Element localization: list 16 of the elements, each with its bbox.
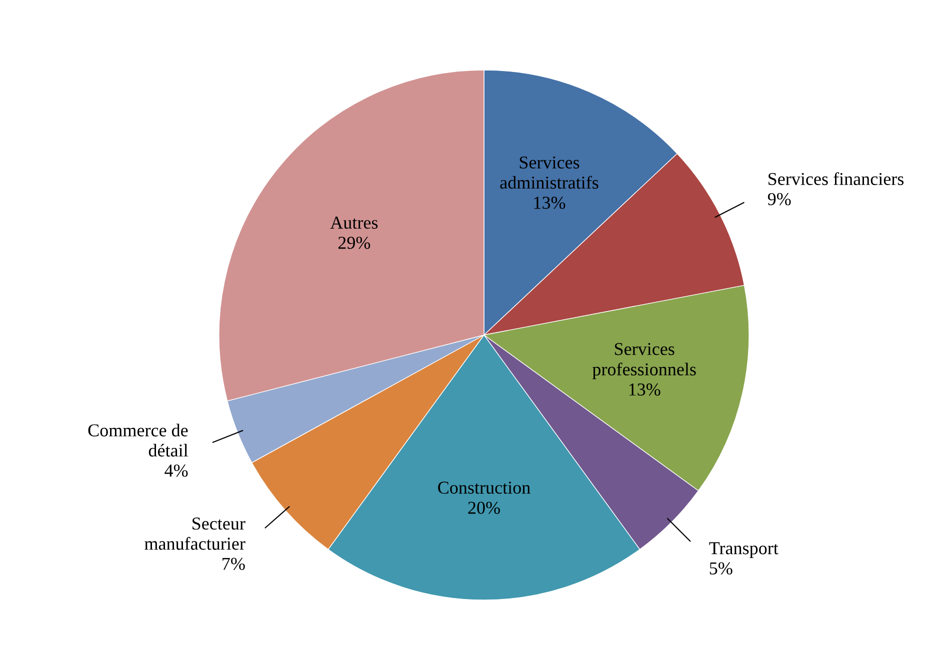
slice-label: Services financiers xyxy=(768,172,904,186)
data-label: 13% xyxy=(629,383,660,396)
data-label: 20% xyxy=(468,502,500,514)
data-label: 13% xyxy=(534,196,566,209)
data-label: 5% xyxy=(710,562,732,575)
data-label: 4% xyxy=(164,464,188,477)
data-label: 7% xyxy=(222,558,245,570)
slice-label: Services professionnels xyxy=(592,342,696,380)
slice-label: Commerce de détail xyxy=(88,424,188,457)
slice-label: Construction xyxy=(438,482,530,494)
slice-label: Autres xyxy=(330,216,378,229)
data-label: 9% xyxy=(768,193,791,206)
slice-label: Services administratifs xyxy=(500,156,598,189)
slice-label: Secteur manufacturier xyxy=(144,518,246,550)
data-label: 29% xyxy=(338,236,370,249)
slice-label: Transport xyxy=(709,542,778,558)
